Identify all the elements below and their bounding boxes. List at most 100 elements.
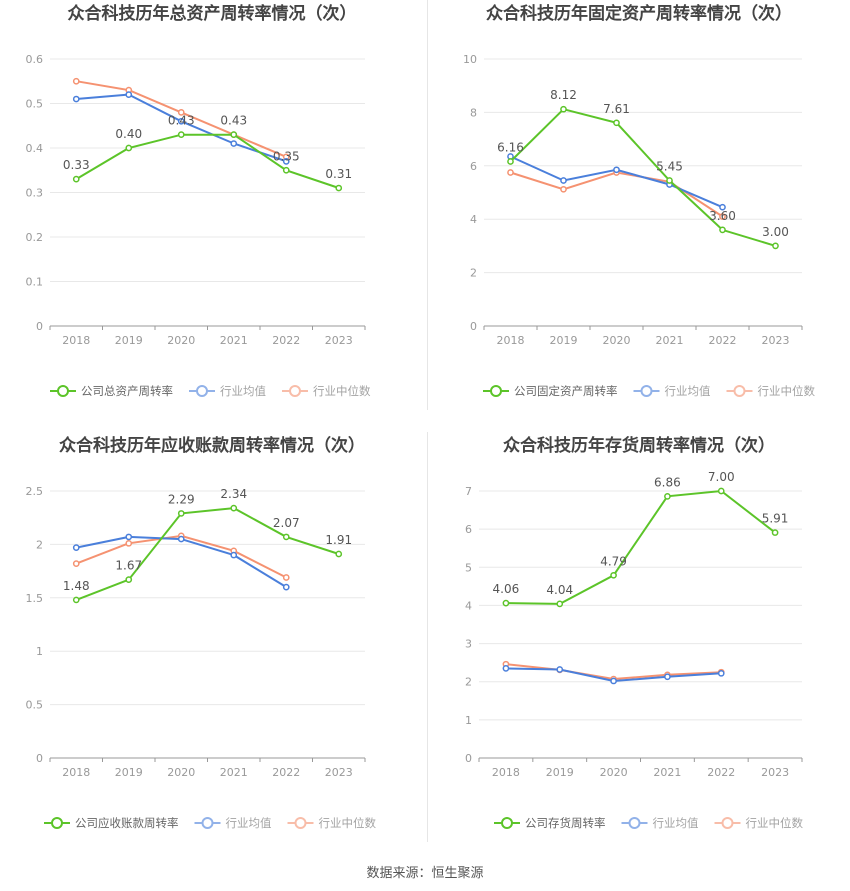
legend-marker-icon [640,385,653,397]
y-tick-label: 0.4 [26,142,44,155]
data-label: 4.06 [493,582,520,596]
data-point-avg [230,140,238,147]
data-point-median [125,539,133,547]
legend-item-company: 公司存货周转率 [494,816,606,830]
x-tick-label: 2021 [653,766,681,779]
data-point-avg [560,177,567,184]
x-tick-label: 2022 [707,766,735,779]
chart-title: 众合科技历年固定资产周转率情况（次） [486,3,792,24]
data-point-company [610,571,617,579]
y-tick-label: 6 [470,160,477,173]
chart-title: 众合科技历年存货周转率情况（次） [503,435,775,456]
y-tick-label: 8 [470,106,477,119]
data-label: 7.61 [603,102,630,116]
x-tick-label: 2019 [115,334,143,347]
chart-panel: 众合科技历年存货周转率情况（次） 0 1 2 3 4 5 6 7 2018 2019 2020 2021… [465,435,803,830]
legend-label: 行业均值 [653,816,699,830]
data-label: 6.16 [497,141,524,155]
data-label: 2.29 [168,492,195,506]
data-point-median [72,77,80,85]
y-tick-label: 2.5 [26,485,44,498]
data-label: 0.43 [220,114,247,128]
data-point-company [771,529,779,536]
y-tick-label: 7 [465,485,472,498]
legend-label: 行业均值 [665,384,711,398]
legend-label: 行业中位数 [313,384,371,398]
y-tick-label: 1 [36,645,43,658]
chart-panel: 众合科技历年应收账款周转率情况（次） 0 0.5 1 1.5 2 2.5 2018 2019 20… [26,435,377,830]
data-point-avg [230,551,238,559]
legend-item-avg: 行业均值 [621,816,699,830]
data-point-company [125,144,133,152]
data-point-company [666,177,673,184]
data-label: 0.43 [168,114,195,128]
legend-item-median: 行业中位数 [287,816,377,830]
legend-label: 公司应收账款周转率 [75,816,179,830]
data-point-company [613,119,620,127]
legend-item-avg: 行业均值 [194,816,272,830]
legend-item-company: 公司固定资产周转率 [483,384,618,398]
legend-marker-icon [196,385,208,397]
x-tick-label: 2018 [62,334,90,347]
x-tick-label: 2019 [546,766,574,779]
y-tick-label: 0.2 [26,231,44,244]
data-point-avg [177,535,185,543]
data-label: 4.04 [546,583,573,597]
data-label: 4.79 [600,554,627,568]
data-label: 2.07 [273,516,300,530]
x-tick-label: 2021 [220,766,248,779]
legend-marker-icon [51,817,63,829]
x-tick-label: 2019 [115,766,143,779]
series-line-avg [76,93,287,163]
data-point-median [72,560,80,567]
legend-marker-icon [289,385,301,397]
y-tick-label: 1 [465,714,472,727]
y-tick-label: 6 [465,523,472,536]
legend-label: 行业中位数 [746,816,804,830]
x-tick-label: 2022 [709,334,737,347]
legend-label: 公司总资产周转率 [81,384,173,398]
legend-item-median: 行业中位数 [282,384,371,398]
legend-item-median: 行业中位数 [726,384,815,398]
legend-item-median: 行业中位数 [714,816,804,830]
legend-item-company: 公司总资产周转率 [50,384,173,398]
data-point-median [560,185,567,193]
data-point-median [507,169,514,176]
data-source-note: 数据来源：恒生聚源 [366,866,484,881]
x-tick-label: 2019 [550,334,578,347]
y-tick-label: 0.5 [26,98,44,111]
x-tick-label: 2020 [167,766,195,779]
data-point-company [125,576,133,583]
y-tick-label: 0.3 [26,187,44,200]
x-tick-label: 2023 [761,766,789,779]
data-point-avg [282,158,290,165]
series-line-company [75,507,340,601]
chart-panel: 众合科技历年总资产周转率情况（次） 0 0.1 0.2 0.3 0.4 0.5 0.6 2018… [26,3,371,398]
x-tick-label: 2023 [762,334,790,347]
legend-label: 行业均值 [226,816,272,830]
legend-item-avg: 行业均值 [189,384,266,398]
data-point-avg [717,669,725,677]
data-point-avg [556,666,564,673]
data-point-avg [177,117,185,125]
data-label: 1.48 [63,579,90,593]
data-point-company [556,600,564,608]
legend-item-company: 公司应收账款周转率 [44,816,179,830]
data-label: 1.91 [325,533,352,547]
data-point-median [177,109,185,116]
data-label: 0.35 [273,149,300,163]
y-tick-label: 2 [470,267,477,280]
legend-label: 行业中位数 [319,816,377,830]
chart-title: 众合科技历年应收账款周转率情况（次） [59,435,365,456]
data-label: 3.00 [762,225,789,239]
series-line-company [505,489,776,605]
legend-label: 公司存货周转率 [525,816,606,830]
x-tick-label: 2022 [272,766,300,779]
legend-label: 行业均值 [220,384,266,398]
data-label: 2.34 [220,487,247,501]
data-label: 0.40 [115,127,142,141]
data-point-company [230,504,238,512]
y-tick-label: 0 [470,320,477,333]
data-point-median [282,574,290,581]
